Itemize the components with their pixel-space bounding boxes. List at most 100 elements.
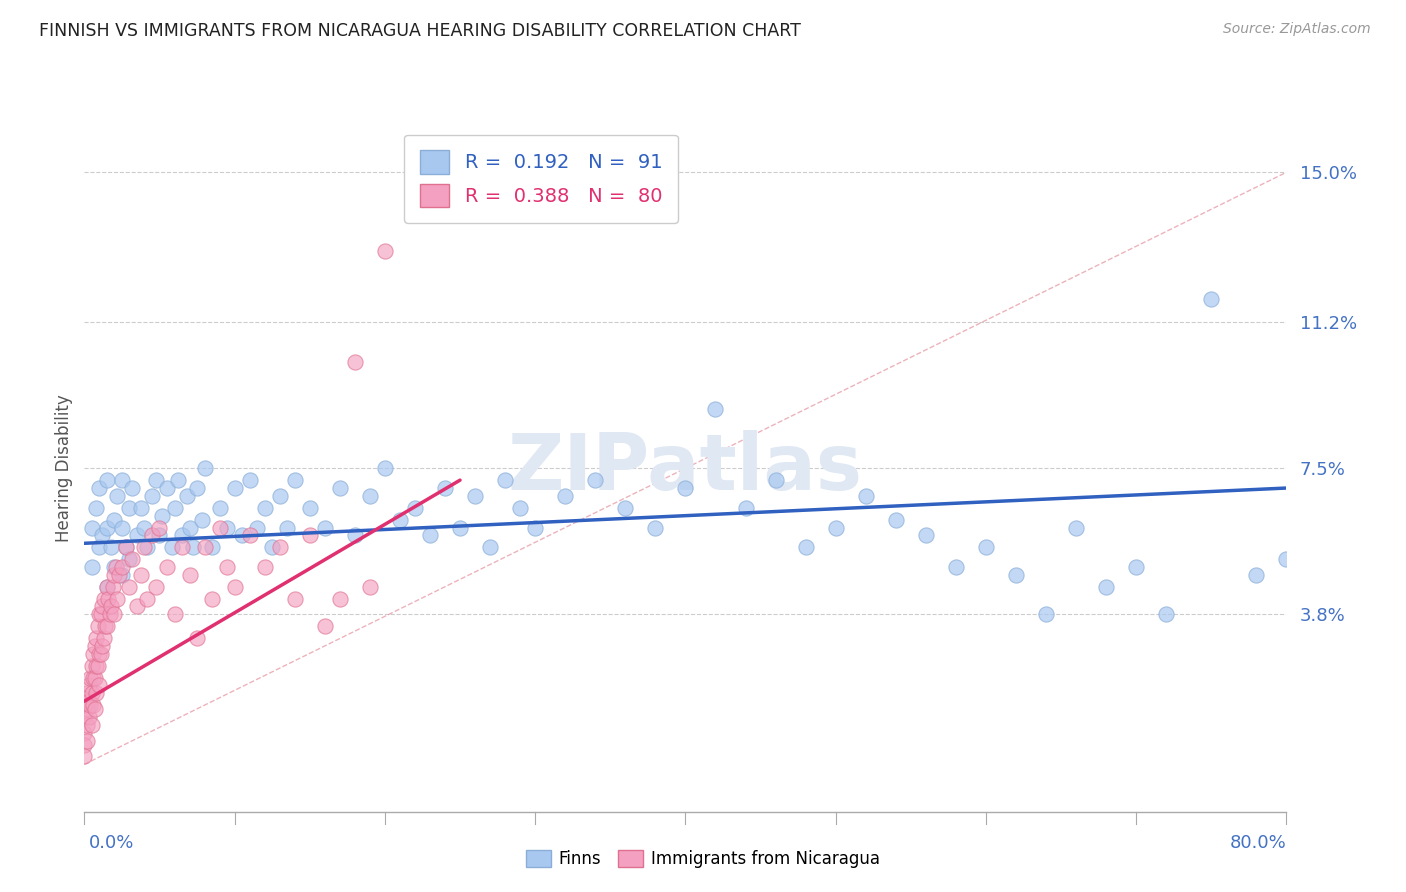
Legend: R =  0.192   N =  91, R =  0.388   N =  80: R = 0.192 N = 91, R = 0.388 N = 80	[405, 135, 678, 223]
Point	[77, 710, 100, 724]
Point	[148, 528, 170, 542]
Point	[152, 508, 174, 523]
Point	[86, 686, 108, 700]
Point	[314, 520, 336, 534]
Point	[163, 500, 186, 515]
Point	[915, 528, 938, 542]
Point	[80, 520, 103, 534]
Point	[945, 560, 967, 574]
Point	[86, 500, 108, 515]
Point	[1035, 607, 1057, 622]
Point	[614, 500, 637, 515]
Point	[170, 528, 193, 542]
Text: 0.0%: 0.0%	[89, 834, 134, 852]
Point	[176, 489, 198, 503]
Point	[103, 607, 125, 622]
Point	[83, 702, 105, 716]
Point	[179, 567, 201, 582]
Point	[181, 541, 204, 555]
Point	[246, 520, 269, 534]
Point	[269, 541, 291, 555]
Point	[163, 607, 186, 622]
Point	[134, 520, 156, 534]
Point	[82, 647, 104, 661]
Point	[91, 528, 114, 542]
Point	[73, 698, 96, 713]
Point	[134, 541, 156, 555]
Point	[419, 528, 441, 542]
Point	[224, 580, 246, 594]
Point	[77, 678, 100, 692]
Point	[96, 520, 118, 534]
Point	[107, 591, 129, 606]
Point	[98, 607, 121, 622]
Point	[343, 355, 366, 369]
Point	[115, 541, 138, 555]
Point	[1095, 580, 1118, 594]
Point	[83, 671, 105, 685]
Point	[101, 580, 124, 594]
Point	[156, 560, 179, 574]
Point	[190, 513, 212, 527]
Point	[524, 520, 547, 534]
Point	[217, 560, 239, 574]
Point	[464, 489, 486, 503]
Point	[111, 520, 134, 534]
Text: Source: ZipAtlas.com: Source: ZipAtlas.com	[1223, 22, 1371, 37]
Point	[125, 599, 148, 614]
Point	[231, 528, 253, 542]
Point	[145, 580, 167, 594]
Point	[1246, 567, 1268, 582]
Point	[76, 686, 98, 700]
Point	[93, 591, 115, 606]
Point	[90, 607, 112, 622]
Text: ZIPatlas: ZIPatlas	[508, 430, 863, 507]
Point	[80, 686, 103, 700]
Point	[765, 473, 787, 487]
Point	[284, 591, 307, 606]
Point	[73, 738, 96, 752]
Point	[103, 513, 125, 527]
Point	[1156, 607, 1178, 622]
Point	[974, 541, 997, 555]
Point	[89, 678, 111, 692]
Point	[186, 631, 208, 645]
Point	[284, 473, 307, 487]
Point	[82, 671, 104, 685]
Point	[298, 500, 321, 515]
Point	[359, 489, 381, 503]
Point	[73, 749, 96, 764]
Point	[704, 402, 727, 417]
Point	[125, 528, 148, 542]
Point	[145, 473, 167, 487]
Point	[434, 481, 457, 495]
Point	[100, 541, 122, 555]
Point	[94, 619, 117, 633]
Point	[359, 580, 381, 594]
Point	[115, 541, 138, 555]
Text: 80.0%: 80.0%	[1230, 834, 1286, 852]
Point	[136, 541, 159, 555]
Point	[509, 500, 531, 515]
Point	[79, 698, 101, 713]
Point	[224, 481, 246, 495]
Point	[86, 658, 108, 673]
Point	[131, 567, 153, 582]
Point	[111, 560, 134, 574]
Point	[404, 500, 426, 515]
Point	[179, 520, 201, 534]
Point	[186, 481, 208, 495]
Point	[76, 733, 98, 747]
Point	[83, 639, 105, 653]
Point	[276, 520, 298, 534]
Point	[1064, 520, 1087, 534]
Point	[201, 591, 224, 606]
Point	[89, 541, 111, 555]
Point	[93, 631, 115, 645]
Point	[194, 541, 217, 555]
Point	[111, 567, 134, 582]
Point	[675, 481, 697, 495]
Point	[217, 520, 239, 534]
Point	[374, 244, 396, 259]
Point	[734, 500, 756, 515]
